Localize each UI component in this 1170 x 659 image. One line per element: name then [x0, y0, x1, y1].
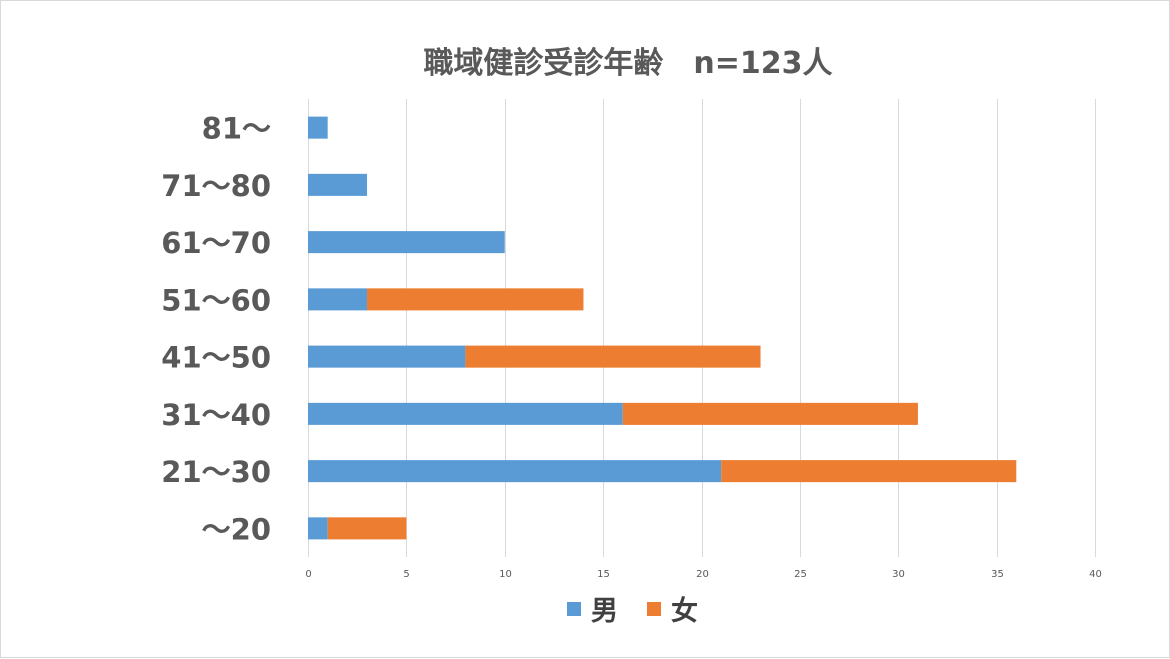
bar-female-4	[367, 288, 584, 311]
x-tick-label: 15	[597, 569, 610, 580]
legend: 男女	[567, 595, 698, 627]
bar-male-7	[308, 116, 328, 139]
bar-male-4	[308, 288, 368, 311]
legend-label-female: 女	[671, 595, 698, 627]
bar-male-3	[308, 345, 466, 368]
x-tick-label: 25	[794, 569, 807, 580]
category-label: 〜20	[202, 512, 271, 546]
category-axis: 〜20 21〜30 31〜40 41〜50 51〜60 61〜70 71〜80 81〜	[161, 112, 271, 547]
bar-male-2	[308, 402, 623, 425]
chart-title: 職域健診受診年齢 n=123人	[423, 46, 832, 81]
x-tick-label: 35	[991, 569, 1004, 580]
bar-male-5	[308, 231, 505, 254]
category-label: 51〜60	[161, 283, 271, 317]
bar-female-3	[465, 345, 761, 368]
category-label: 41〜50	[161, 341, 271, 375]
bars	[308, 116, 1017, 540]
legend-label-male: 男	[591, 596, 618, 627]
x-tick-label: 40	[1089, 569, 1102, 580]
x-tick-label: 0	[305, 569, 311, 580]
x-tick-label: 20	[696, 569, 709, 580]
bar-male-6	[308, 173, 368, 196]
x-tick-label: 30	[892, 569, 905, 580]
bar-male-1	[308, 460, 722, 483]
category-label: 21〜30	[161, 455, 271, 489]
x-tick-label: 10	[499, 569, 512, 580]
value-axis: 0 5 10 15 20 25 30 35 40	[305, 569, 1102, 580]
bar-female-1	[721, 460, 1017, 483]
category-label: 31〜40	[161, 398, 271, 432]
bar-male-0	[308, 517, 328, 540]
gridlines	[308, 99, 1096, 557]
category-label: 81〜	[202, 112, 271, 146]
legend-swatch-male	[567, 602, 581, 616]
x-tick-label: 5	[403, 569, 409, 580]
bar-female-2	[622, 402, 918, 425]
category-label: 71〜80	[161, 169, 271, 203]
legend-swatch-female	[647, 602, 661, 616]
bar-female-0	[327, 517, 407, 540]
category-label: 61〜70	[161, 226, 271, 260]
